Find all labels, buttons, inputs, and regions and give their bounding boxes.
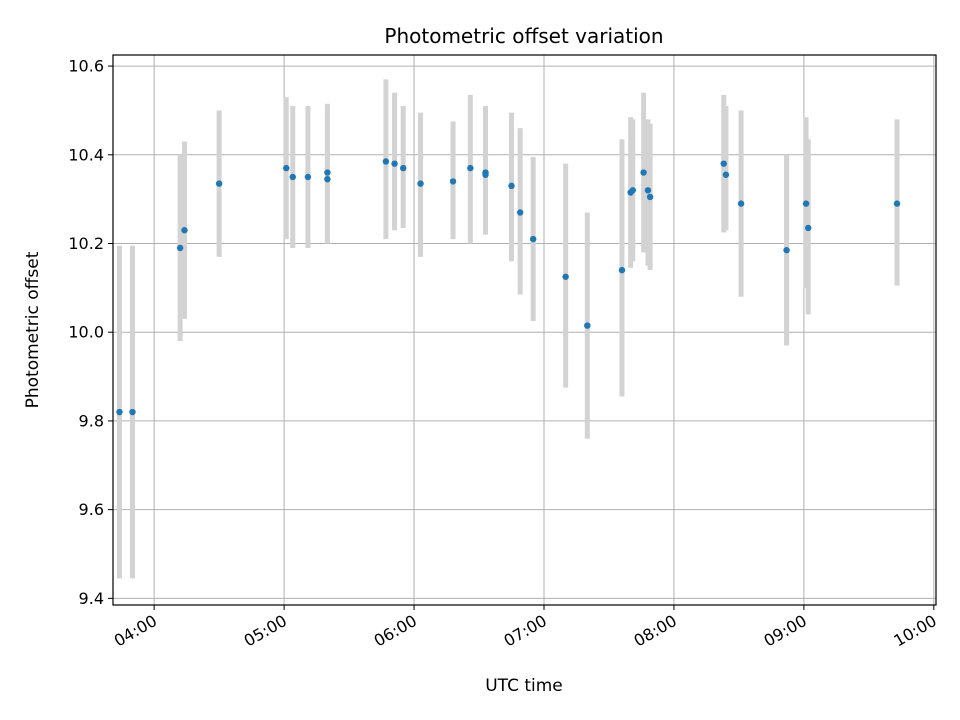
data-point — [629, 187, 636, 194]
y-tick-label: 9.4 — [79, 589, 104, 608]
data-point — [417, 180, 424, 187]
data-point — [516, 209, 524, 216]
data-point — [646, 193, 654, 201]
data-point — [467, 164, 474, 172]
data-point — [283, 164, 290, 172]
y-tick-label: 9.6 — [79, 500, 104, 519]
data-point — [722, 171, 730, 178]
data-point — [802, 200, 810, 207]
data-point — [129, 408, 136, 416]
data-point — [640, 169, 647, 176]
data-point — [116, 408, 123, 416]
data-point — [289, 173, 296, 181]
data-point — [720, 160, 727, 167]
y-axis-title: Photometric offset — [23, 251, 43, 408]
data-point — [324, 169, 331, 176]
plot-frame — [112, 54, 937, 606]
data-point — [893, 200, 901, 207]
y-tick-label: 10.0 — [68, 323, 104, 342]
data-point — [508, 182, 515, 190]
data-point — [584, 322, 591, 329]
data-point — [391, 160, 398, 167]
y-tick-label: 10.6 — [68, 57, 104, 76]
data-point — [618, 266, 626, 274]
data-point — [562, 273, 569, 280]
data-point — [324, 175, 331, 183]
data-point — [449, 178, 457, 185]
chart-title: Photometric offset variation — [384, 24, 663, 48]
y-tick-label: 10.2 — [68, 234, 104, 253]
data-point — [737, 200, 745, 207]
data-point — [400, 164, 407, 172]
data-point — [783, 246, 790, 254]
data-point — [176, 244, 184, 252]
data-point — [215, 180, 223, 187]
data-point — [644, 187, 652, 194]
y-tick-label: 9.8 — [79, 411, 104, 430]
data-point — [181, 227, 188, 234]
data-point — [482, 171, 489, 178]
data-point — [304, 173, 312, 181]
x-axis-title: UTC time — [485, 676, 563, 696]
data-point — [529, 235, 537, 243]
data-points — [116, 158, 901, 416]
y-tick-label: 10.4 — [68, 145, 104, 164]
data-point — [382, 158, 390, 165]
data-point — [805, 224, 812, 232]
